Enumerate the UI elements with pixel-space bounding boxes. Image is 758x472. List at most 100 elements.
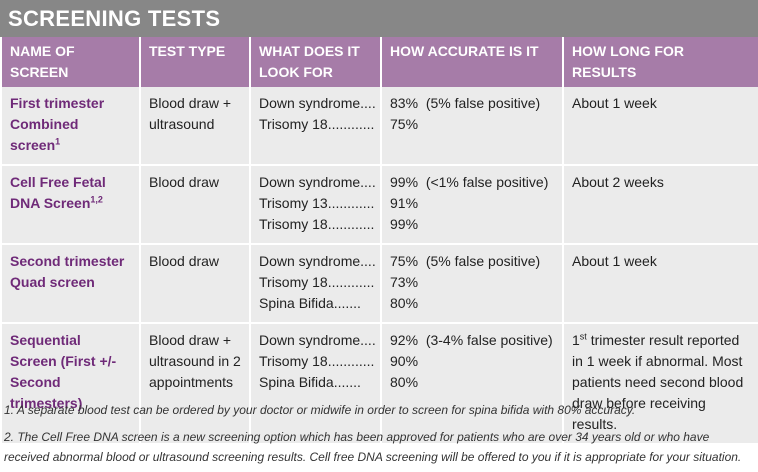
accuracy-percent: 75% bbox=[390, 116, 419, 132]
accuracy-percent: 80% bbox=[390, 295, 419, 311]
results-text: trimester result reported in 1 week if a… bbox=[572, 332, 744, 432]
looks-for-cell: Down syndrome.... Trisomy 13............ T… bbox=[249, 165, 382, 244]
accuracy-percent: 99% bbox=[390, 174, 419, 190]
results-text: About 2 weeks bbox=[572, 174, 664, 190]
results-time-cell: About 2 weeks bbox=[562, 165, 758, 244]
false-positive-note: (5% false positive) bbox=[425, 95, 541, 111]
leader-dots: ............ bbox=[327, 216, 375, 232]
false-positive-note: (5% false positive) bbox=[425, 253, 541, 269]
test-type-cell: Blood draw bbox=[139, 244, 251, 323]
footnote: 1. A separate blood test can be ordered … bbox=[4, 403, 636, 417]
accuracy-percent: 92% bbox=[390, 332, 419, 348]
leader-dots: ....... bbox=[333, 295, 361, 311]
accuracy-line: 99% bbox=[390, 214, 554, 235]
condition-line: Down syndrome.... bbox=[259, 251, 376, 272]
results-text: About 1 week bbox=[572, 95, 657, 111]
column-header: WHAT DOES IT LOOK FOR bbox=[249, 37, 382, 87]
table-row: Cell Free Fetal DNA Screen1,2 Blood draw D… bbox=[0, 165, 758, 244]
accuracy-line: 75% bbox=[390, 114, 554, 135]
accuracy-line: 83% (5% false positive) bbox=[390, 93, 554, 114]
condition-line: Trisomy 18............ bbox=[259, 114, 375, 135]
results-text: About 1 week bbox=[572, 253, 657, 269]
leader-dots: ....... bbox=[333, 374, 361, 390]
condition-line: Down syndrome.... bbox=[259, 172, 376, 193]
leader-dots: ............ bbox=[327, 116, 375, 132]
accuracy-percent: 80% bbox=[390, 374, 419, 390]
accuracy-line: 99% (<1% false positive) bbox=[390, 172, 554, 193]
table-row: Second trimester Quad screen Blood draw Do… bbox=[0, 244, 758, 323]
leader-dots: .... bbox=[360, 332, 376, 348]
leader-dots: .... bbox=[360, 95, 376, 111]
accuracy-percent: 99% bbox=[390, 216, 419, 232]
false-positive-note: (<1% false positive) bbox=[425, 174, 549, 190]
condition-label: Spina Bifida bbox=[259, 374, 334, 390]
column-header: NAME OF SCREEN bbox=[0, 37, 141, 87]
accuracy-percent: 91% bbox=[390, 195, 419, 211]
condition-line: Down syndrome.... bbox=[259, 93, 376, 114]
table-title: SCREENING TESTS bbox=[0, 0, 758, 37]
screening-tests-table: NAME OF SCREEN TEST TYPE WHAT DOES IT LO… bbox=[0, 37, 758, 445]
accuracy-line: 73% bbox=[390, 272, 554, 293]
condition-label: Spina Bifida bbox=[259, 295, 334, 311]
leader-dots: ............ bbox=[327, 353, 375, 369]
accuracy-line: 91% bbox=[390, 193, 554, 214]
accuracy-line: 80% bbox=[390, 293, 554, 314]
condition-line: Trisomy 18............ bbox=[259, 214, 375, 235]
footnotes: 1. A separate blood test can be ordered … bbox=[4, 400, 756, 467]
condition-label: Down syndrome bbox=[259, 174, 361, 190]
results-ordinal: 1 bbox=[572, 332, 580, 348]
condition-label: Down syndrome bbox=[259, 95, 361, 111]
condition-line: Trisomy 13............ bbox=[259, 193, 375, 214]
results-time-cell: About 1 week bbox=[562, 87, 758, 165]
screen-name-cell: Second trimester Quad screen bbox=[0, 244, 141, 323]
condition-line: Trisomy 18............ bbox=[259, 272, 375, 293]
accuracy-cell: 83% (5% false positive) 75% bbox=[380, 87, 564, 165]
accuracy-cell: 99% (<1% false positive) 91% 99% bbox=[380, 165, 564, 244]
false-positive-note: (3-4% false positive) bbox=[425, 332, 553, 348]
looks-for-cell: Down syndrome.... Trisomy 18............ bbox=[249, 87, 382, 165]
test-type-cell: Blood draw + ultrasound in 2 appointment… bbox=[139, 323, 251, 444]
footnote-reference: 1,2 bbox=[90, 194, 103, 205]
footnote: 2. The Cell Free DNA screen is a new scr… bbox=[4, 430, 742, 464]
accuracy-percent: 90% bbox=[390, 353, 419, 369]
accuracy-line: 75% (5% false positive) bbox=[390, 251, 554, 272]
accuracy-percent: 73% bbox=[390, 274, 419, 290]
condition-line: Spina Bifida....... bbox=[259, 372, 372, 393]
condition-label: Down syndrome bbox=[259, 253, 361, 269]
screen-name: Sequential Screen (First +/- Second trim… bbox=[10, 332, 117, 411]
accuracy-cell: 92% (3-4% false positive) 90% 80% bbox=[380, 323, 564, 444]
condition-label: Trisomy 18 bbox=[259, 353, 328, 369]
accuracy-percent: 75% bbox=[390, 253, 419, 269]
screen-name: Second trimester Quad screen bbox=[10, 253, 125, 290]
results-time-cell: About 1 week bbox=[562, 244, 758, 323]
header-row: NAME OF SCREEN TEST TYPE WHAT DOES IT LO… bbox=[0, 37, 758, 87]
results-time-cell: 1st trimester result reported in 1 week … bbox=[562, 323, 758, 444]
column-header: TEST TYPE bbox=[139, 37, 251, 87]
condition-line: Down syndrome.... bbox=[259, 330, 376, 351]
leader-dots: ............ bbox=[327, 274, 375, 290]
leader-dots: .... bbox=[360, 174, 376, 190]
screen-name-cell: First trimester Combined screen1 bbox=[0, 87, 141, 165]
condition-label: Trisomy 13 bbox=[259, 195, 328, 211]
test-type-cell: Blood draw + ultrasound bbox=[139, 87, 251, 165]
leader-dots: ............ bbox=[327, 195, 375, 211]
condition-line: Trisomy 18............ bbox=[259, 351, 375, 372]
column-header: HOW ACCURATE IS IT bbox=[380, 37, 564, 87]
screen-name-cell: Cell Free Fetal DNA Screen1,2 bbox=[0, 165, 141, 244]
ordinal-suffix: st bbox=[579, 331, 587, 342]
condition-label: Trisomy 18 bbox=[259, 216, 328, 232]
screen-name: Cell Free Fetal DNA Screen bbox=[10, 174, 106, 211]
condition-label: Down syndrome bbox=[259, 332, 361, 348]
test-type-cell: Blood draw bbox=[139, 165, 251, 244]
footnote-reference: 1 bbox=[55, 136, 61, 147]
accuracy-percent: 83% bbox=[390, 95, 419, 111]
looks-for-cell: Down syndrome.... Trisomy 18............ S… bbox=[249, 323, 382, 444]
screen-name-cell: Sequential Screen (First +/- Second trim… bbox=[0, 323, 141, 444]
condition-line: Spina Bifida....... bbox=[259, 293, 372, 314]
accuracy-line: 92% (3-4% false positive) bbox=[390, 330, 554, 351]
leader-dots: .... bbox=[360, 253, 376, 269]
condition-label: Trisomy 18 bbox=[259, 116, 328, 132]
column-header: HOW LONG FOR RESULTS bbox=[562, 37, 758, 87]
accuracy-line: 90% bbox=[390, 351, 554, 372]
table-row: Sequential Screen (First +/- Second trim… bbox=[0, 323, 758, 444]
